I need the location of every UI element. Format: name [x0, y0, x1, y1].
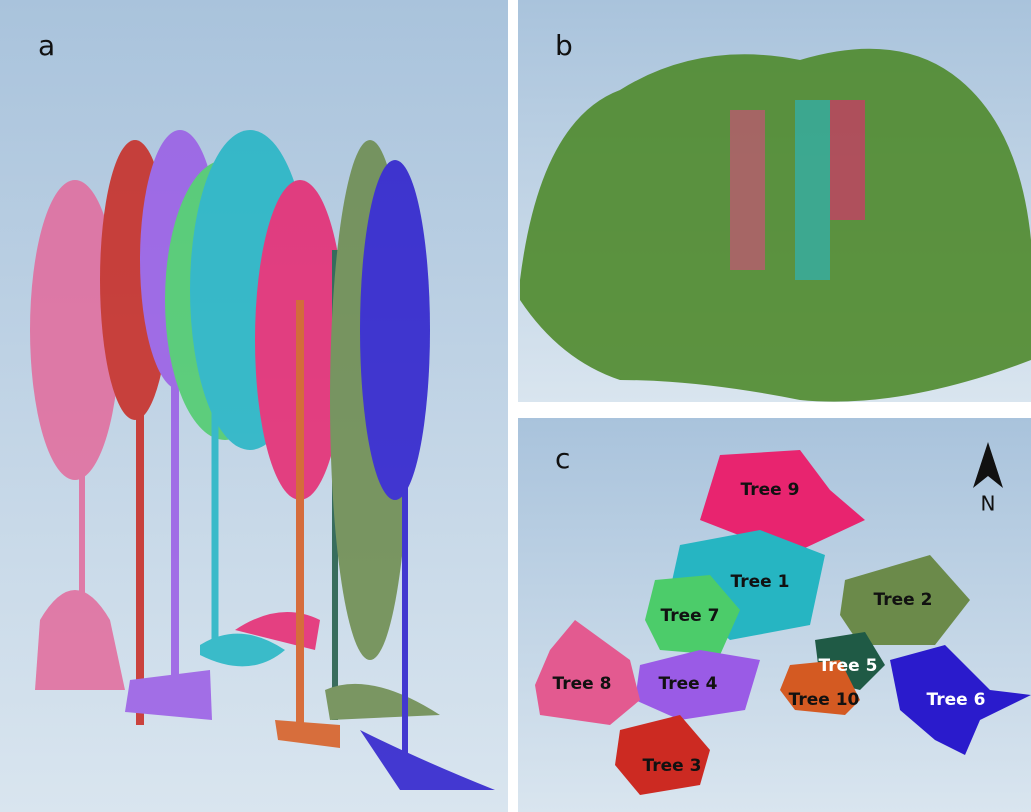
point-cloud	[730, 110, 765, 270]
tree-label: Tree 10	[789, 690, 860, 710]
panel-label: c	[555, 442, 570, 475]
tree-label: Tree 1	[731, 572, 790, 592]
tree-label: Tree 3	[643, 756, 702, 776]
north-label: N	[981, 492, 996, 516]
tree-label: Tree 9	[741, 480, 800, 500]
point-cloud	[830, 100, 865, 220]
tree-label: Tree 6	[927, 690, 986, 710]
tree-label: Tree 5	[819, 656, 878, 676]
tree-label: Tree 2	[874, 590, 933, 610]
figure: a b N c Tree 9 Tree 1 Tree 2 Tree 7	[0, 0, 1031, 812]
tree-label: Tree 4	[659, 674, 718, 694]
panel-label: b	[555, 29, 573, 62]
panel-label: a	[38, 29, 55, 62]
tree-label: Tree 8	[553, 674, 612, 694]
tree-label: Tree 7	[661, 606, 720, 626]
point-cloud	[795, 100, 830, 280]
panel-c: N c Tree 9 Tree 1 Tree 2 Tree 7 Tree 5 T…	[518, 418, 1031, 812]
panel-a: a	[0, 0, 508, 812]
panel-b: b	[518, 0, 1031, 402]
